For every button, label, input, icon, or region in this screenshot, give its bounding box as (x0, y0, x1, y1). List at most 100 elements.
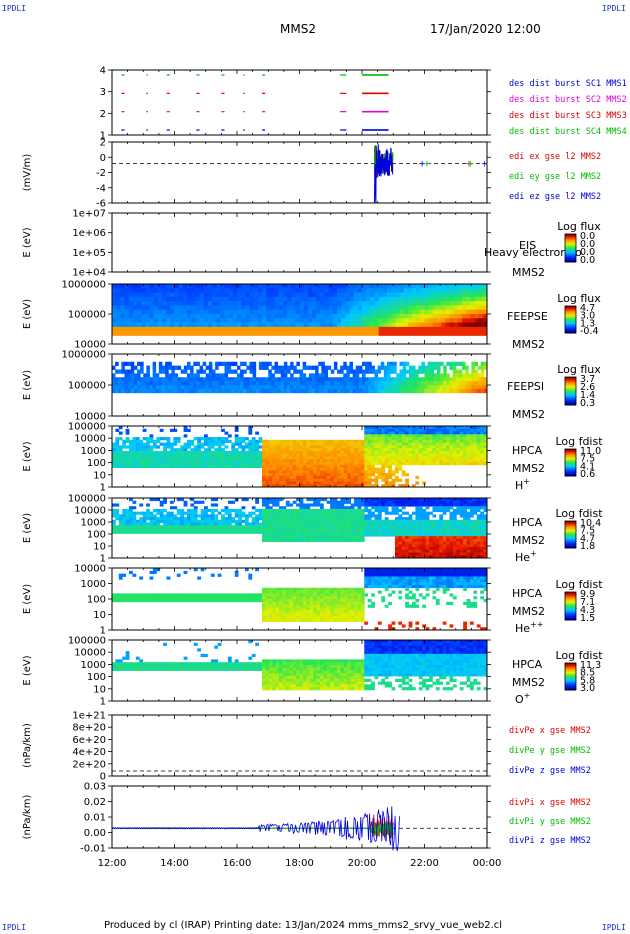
heat-cell (391, 519, 396, 523)
heat-cell (455, 361, 460, 367)
heat-cell (202, 369, 207, 374)
heat-cell (371, 456, 375, 460)
heat-cell (337, 456, 341, 460)
heat-cell (412, 305, 417, 311)
heat-cell (347, 448, 352, 452)
heat-cell (241, 284, 246, 289)
heat-cell (112, 326, 117, 332)
heat-cell (433, 385, 438, 390)
heat-cell (478, 322, 484, 328)
heat-cell (308, 365, 313, 370)
heat-cell (396, 381, 400, 386)
heat-cell (207, 522, 212, 526)
heat-cell (405, 498, 409, 502)
heat-cell (330, 385, 335, 390)
heat-cell (337, 322, 342, 328)
heat-cell (183, 453, 188, 457)
heat-cell (316, 525, 321, 529)
heat-cell (343, 522, 348, 526)
heat-cell (430, 373, 435, 378)
heat-cell (302, 473, 307, 477)
heat-cell (449, 301, 455, 306)
heat-cell (128, 322, 134, 328)
heat-cell (476, 453, 481, 457)
heat-cell (416, 284, 421, 289)
heat-cell (352, 388, 357, 394)
heat-cell (274, 331, 280, 336)
y-tick-label: 1000 (81, 446, 106, 457)
heat-cell (214, 450, 219, 455)
heat-cell (360, 473, 365, 477)
heat-cell (289, 450, 294, 455)
heat-cell (142, 445, 147, 449)
heat-cell (366, 296, 371, 302)
heat-cell (474, 292, 480, 298)
heat-cell (253, 309, 259, 315)
heat-cell (228, 301, 234, 306)
heat-cell (244, 464, 249, 468)
heat-cell (350, 511, 355, 515)
heat-cell (122, 456, 127, 460)
heat-cell (200, 464, 205, 468)
heat-cell (455, 377, 460, 382)
heat-cell (137, 373, 141, 378)
heat-cell (476, 462, 481, 466)
heat-cell (439, 500, 444, 504)
heat-cell (182, 309, 188, 315)
heat-cell (330, 503, 334, 507)
heat-cell (202, 361, 207, 367)
heat-cell (345, 301, 350, 306)
heat-cell (224, 525, 229, 529)
heat-cell (302, 464, 307, 468)
heat-cell (463, 450, 467, 455)
heat-cell (159, 450, 164, 455)
heat-cell (244, 498, 249, 502)
heat-cell (221, 448, 225, 452)
heat-cell (257, 318, 263, 323)
heat-cell (248, 525, 253, 529)
heat-cell (452, 385, 457, 390)
heat-cell (319, 442, 324, 446)
heat-cell (306, 514, 311, 518)
heat-cell (279, 470, 283, 474)
heat-cell (128, 296, 134, 302)
heat-cell (381, 450, 386, 455)
heat-cell (279, 522, 283, 526)
heat-cell (349, 381, 354, 386)
heat-cell (169, 506, 174, 510)
heat-cell (391, 292, 396, 298)
heat-cell (171, 365, 175, 370)
heat-cell (268, 508, 273, 513)
heat-cell (391, 470, 396, 474)
heat-cell (132, 500, 137, 504)
heat-cell (360, 470, 365, 474)
heat-cell (442, 453, 447, 457)
heat-cell (425, 431, 430, 435)
heat-cell (455, 381, 460, 386)
colorbar-swatch (565, 392, 576, 394)
heat-cell (187, 377, 191, 382)
heat-cell (315, 377, 319, 382)
heat-cell (435, 434, 440, 438)
y-tick-label: 10000 (74, 412, 106, 423)
heat-cell (405, 431, 409, 435)
colorbar-swatch (565, 309, 576, 311)
heat-cell (149, 309, 155, 315)
heat-cell (255, 385, 260, 390)
heat-cell (180, 453, 184, 457)
heat-cell (153, 314, 159, 319)
heat-cell (112, 459, 116, 463)
heat-cell (445, 309, 450, 315)
heat-cell (412, 369, 416, 374)
heat-cell (152, 453, 157, 457)
heat-cell (328, 314, 334, 319)
heat-cell (234, 439, 239, 444)
heat-cell (137, 318, 142, 323)
heat-cell (190, 464, 195, 468)
heat-cell (424, 305, 430, 311)
heat-cell (445, 314, 450, 319)
heat-cell (249, 301, 255, 306)
heat-cell (120, 314, 125, 319)
heat-cell (429, 456, 433, 460)
heat-cell (340, 385, 344, 390)
